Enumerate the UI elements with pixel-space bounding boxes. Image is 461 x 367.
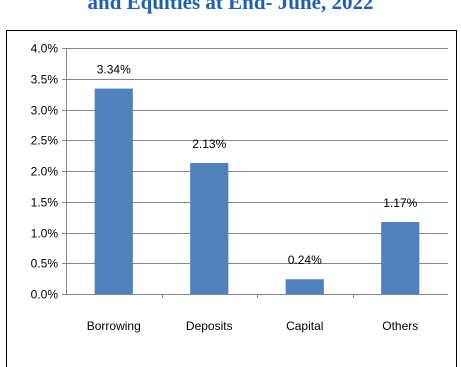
x-tick-label: Deposits — [186, 319, 233, 333]
x-tick-labels: Borrowing Deposits Capital Others — [87, 319, 419, 333]
y-tick-label: 1.5% — [31, 196, 59, 210]
y-tick-label: 0.0% — [31, 288, 59, 302]
y-tick-label: 2.0% — [31, 165, 59, 179]
data-label: 2.13% — [192, 137, 226, 151]
x-tick-label: Others — [382, 319, 418, 333]
data-label: 1.17% — [383, 196, 417, 210]
y-tick-labels: 0.0% 0.5% 1.0% 1.5% 2.0% 2.5% 3.0% 3.5% 4.0% — [31, 42, 59, 302]
bar-others — [381, 222, 420, 294]
data-label: 0.24% — [288, 253, 322, 267]
y-tick-label: 3.0% — [31, 104, 59, 118]
chart-title-fragment: and Equities at End- June, 2022 — [87, 0, 374, 14]
y-tick-label: 1.0% — [31, 227, 59, 241]
y-tick-label: 2.5% — [31, 134, 59, 148]
bars — [94, 88, 420, 294]
bar-deposits — [190, 163, 229, 294]
y-tick-label: 0.5% — [31, 257, 59, 271]
data-labels: 3.34% 2.13% 0.24% 1.17% — [97, 63, 418, 268]
bar-borrowing — [94, 88, 133, 294]
y-tick-label: 4.0% — [31, 42, 59, 56]
y-tick-label: 3.5% — [31, 73, 59, 87]
data-label: 3.34% — [97, 63, 131, 77]
x-tick-label: Borrowing — [87, 319, 141, 333]
x-tick-label: Capital — [286, 319, 323, 333]
axes — [62, 48, 448, 298]
bar-capital — [285, 279, 324, 294]
chart-frame — [6, 30, 457, 367]
